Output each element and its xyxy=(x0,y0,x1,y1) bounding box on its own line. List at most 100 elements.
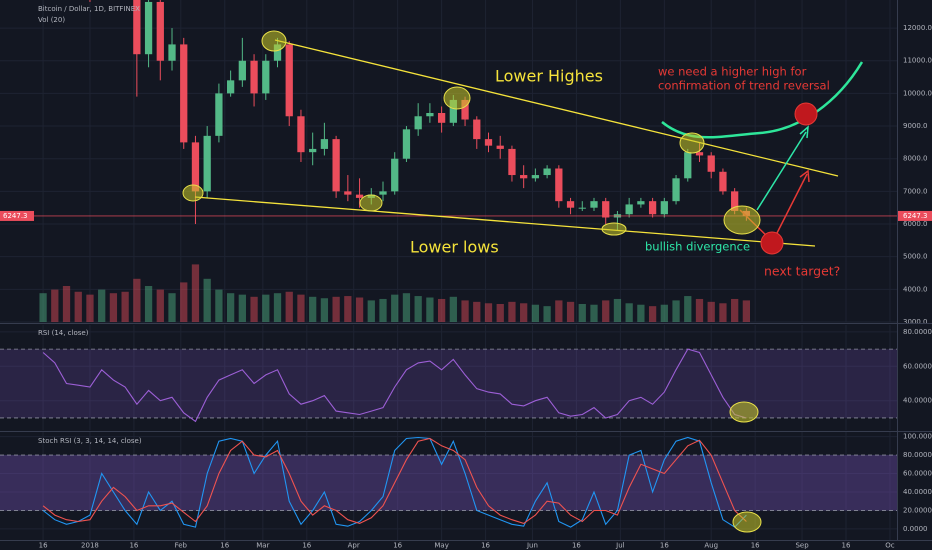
volume-bar xyxy=(332,296,340,322)
x-tick-label: Oc xyxy=(885,542,895,550)
x-tick-label: 16 xyxy=(842,542,851,550)
volume-bar xyxy=(62,286,71,322)
candle-body xyxy=(496,145,504,149)
x-tick-label: Mar xyxy=(256,542,269,550)
volume-bar xyxy=(168,293,176,322)
volume-bar xyxy=(473,301,481,322)
highlight xyxy=(182,184,204,202)
x-tick-label: Apr xyxy=(348,542,360,550)
y-tick-label: 3000.0 xyxy=(903,318,928,326)
candle-body xyxy=(731,191,739,211)
volume xyxy=(39,264,751,322)
x-tick-label: 16 xyxy=(751,542,760,550)
volume-bar xyxy=(695,298,704,322)
volume-bar xyxy=(144,286,153,322)
volume-bar xyxy=(297,294,305,322)
candle-body xyxy=(250,60,258,94)
volume-bar xyxy=(461,300,469,322)
annotation: next target? xyxy=(764,264,840,279)
highlight xyxy=(729,401,759,423)
candle-body xyxy=(262,60,270,94)
volume-bar xyxy=(86,294,94,322)
y-tick-label: 7000.0 xyxy=(903,187,928,195)
y-tick-label: 10000.0 xyxy=(903,89,932,97)
volume-bar xyxy=(156,289,164,322)
candle-body xyxy=(695,152,704,156)
annotation: Lower Highes xyxy=(495,67,603,86)
highlight xyxy=(359,194,383,212)
symbol-title: Bitcoin / Dollar, 1D, BITFINEX xyxy=(38,5,140,13)
red-arrow xyxy=(775,173,808,236)
candle-body xyxy=(309,148,317,153)
volume-bar xyxy=(180,282,188,322)
candle-body xyxy=(168,44,176,61)
annotation: bullish divergence xyxy=(645,240,750,254)
rsi-pane xyxy=(42,348,747,423)
y-tick-label: 80.0000 xyxy=(903,328,932,336)
x-tick-label: Sep xyxy=(795,542,809,550)
annotation: Lower lows xyxy=(410,238,499,257)
x-tick-label: 16 xyxy=(129,542,138,550)
candle-body xyxy=(555,168,563,202)
candle-body xyxy=(566,201,575,208)
volume-bar xyxy=(613,298,622,322)
volume-label: Vol (20) xyxy=(38,16,65,24)
volume-bar xyxy=(496,304,504,322)
annotation: we need a higher high for xyxy=(658,65,807,79)
stoch-pane xyxy=(42,436,747,528)
x-tick-label: 16 xyxy=(572,542,581,550)
y-tick-label: 40.0000 xyxy=(903,397,932,405)
y-tick-label: 6000.0 xyxy=(903,220,928,228)
grid xyxy=(0,0,897,540)
volume-bar xyxy=(402,293,411,322)
y-tick-label: 80.0000 xyxy=(903,451,932,459)
candle-body xyxy=(508,148,516,176)
volume-bar xyxy=(367,300,375,322)
candle-body xyxy=(520,175,528,179)
y-tick-label: 0.0000 xyxy=(903,525,928,533)
x-tick-label: 16 xyxy=(481,542,490,550)
x-tick-label: Feb xyxy=(175,542,188,550)
volume-bar xyxy=(320,298,329,322)
volume-bar xyxy=(566,301,575,322)
y-tick-label: 40.0000 xyxy=(903,488,932,496)
volume-bar xyxy=(426,297,434,322)
band xyxy=(0,349,897,418)
y-tick-label: 20.0000 xyxy=(903,506,932,514)
target-circle xyxy=(760,231,784,255)
volume-bar xyxy=(98,289,106,322)
y-tick-label: 12000.0 xyxy=(903,24,932,32)
highlight xyxy=(601,222,627,236)
candle-body xyxy=(660,201,668,215)
candle-body xyxy=(297,116,305,153)
volume-bar xyxy=(191,264,200,322)
candle-body xyxy=(449,99,457,123)
x-tick-label: Jul xyxy=(615,542,625,550)
volume-bar xyxy=(449,296,457,322)
volume-bar xyxy=(707,301,715,322)
candle-body xyxy=(191,142,200,192)
candle-body xyxy=(226,80,235,94)
volume-bar xyxy=(39,293,47,322)
rsi-line xyxy=(42,348,747,423)
candle-body xyxy=(402,129,411,159)
y-tick-label: 5000.0 xyxy=(903,253,928,261)
volume-bar xyxy=(226,293,235,322)
volume-bar xyxy=(262,294,270,322)
volume-bar xyxy=(203,278,211,322)
highlight xyxy=(732,511,762,533)
x-tick-label: 16 xyxy=(39,542,48,550)
volume-bar xyxy=(379,298,387,322)
candle-body xyxy=(543,168,551,176)
x-tick-label: Aug xyxy=(704,542,718,550)
volume-bar xyxy=(414,296,422,322)
stoch-line xyxy=(42,436,747,528)
candle-body xyxy=(156,1,164,61)
stoch-label: Stoch RSI (3, 3, 14, 14, close) xyxy=(38,437,142,445)
lower-trendline xyxy=(194,196,816,247)
candle-body xyxy=(215,93,223,136)
volume-bar xyxy=(285,291,293,322)
volume-bar xyxy=(660,304,668,322)
volume-bar xyxy=(731,298,739,322)
